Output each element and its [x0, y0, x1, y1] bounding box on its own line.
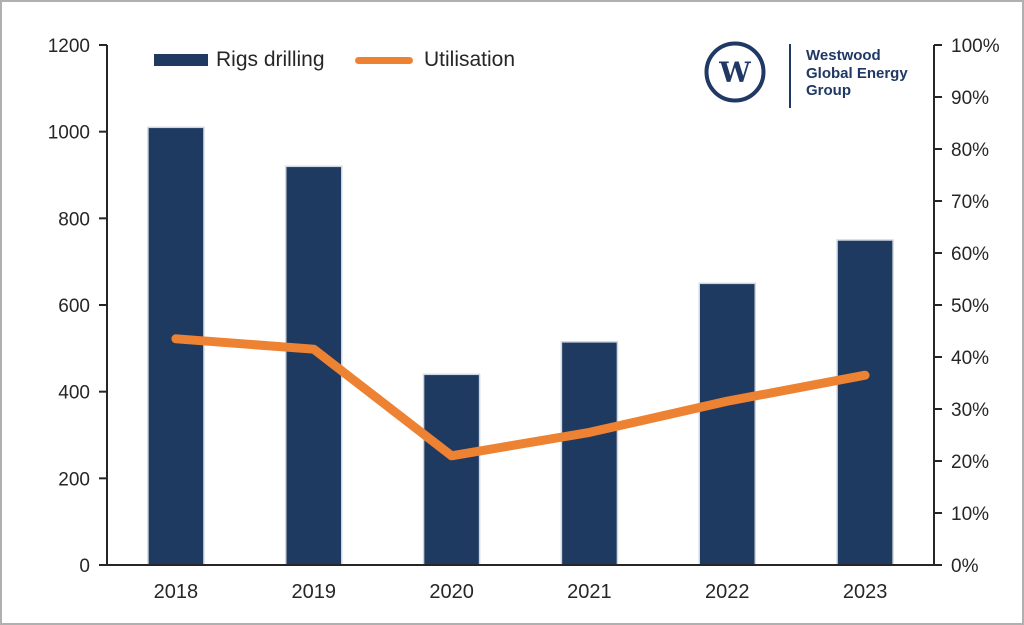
logo-text-line1: Westwood [806, 47, 881, 64]
rigs-drilling-legend-label: Rigs drilling [216, 48, 325, 71]
right-axis-tick-label: 80% [951, 140, 989, 161]
left-axis-tick-label: 800 [58, 209, 90, 230]
bar-2018 [147, 126, 205, 566]
left-axis-tick-label: 1200 [48, 36, 90, 57]
logo-text: Westwood Global Energy Group [806, 47, 908, 100]
rigs-drilling-legend-swatch [154, 54, 208, 66]
logo-divider [789, 44, 791, 108]
right-axis-tick-label: 40% [951, 348, 989, 369]
logo-letter: W [718, 56, 751, 89]
left-axis-tick-label: 0 [79, 556, 90, 577]
westwood-logo: W Westwood Global Energy Group [703, 40, 908, 108]
left-axis-tick-label: 400 [58, 383, 90, 404]
right-axis-tick-label: 60% [951, 244, 989, 265]
x-axis-label-2019: 2019 [292, 581, 337, 603]
utilisation-legend-swatch [355, 57, 413, 64]
bar-2023 [836, 239, 894, 566]
left-axis-tick-label: 600 [58, 296, 90, 317]
x-axis-label-2020: 2020 [429, 581, 474, 603]
logo-text-line2: Global Energy [806, 64, 908, 82]
right-axis-tick-label: 20% [951, 452, 989, 473]
bar-2022 [698, 282, 756, 566]
logo-text-line3: Group [806, 82, 851, 99]
utilisation-legend-label: Utilisation [424, 48, 516, 71]
right-axis-tick-label: 50% [951, 296, 989, 317]
right-axis-tick-label: 70% [951, 192, 989, 213]
axes-spines [106, 45, 935, 566]
logo-circle [704, 41, 766, 103]
bar-2020 [422, 373, 481, 566]
x-axis-label-2021: 2021 [567, 581, 612, 603]
right-axis-tick-label: 30% [951, 400, 989, 421]
left-axis-tick-label: 200 [58, 469, 90, 490]
utilisation-line [171, 334, 870, 461]
x-axis-label-2022: 2022 [705, 581, 750, 603]
bar-2021 [560, 341, 619, 566]
x-axis-label-2018: 2018 [154, 581, 199, 603]
x-axis-label-2023: 2023 [843, 581, 888, 603]
right-axis-tick-label: 100% [951, 36, 1000, 57]
right-axis-tick-label: 10% [951, 504, 989, 525]
right-axis-tick-label: 90% [951, 88, 989, 109]
left-axis-tick-label: 1000 [48, 123, 90, 144]
westwood-logo-icon: W [704, 41, 766, 103]
right-axis-tick-label: 0% [951, 556, 979, 577]
